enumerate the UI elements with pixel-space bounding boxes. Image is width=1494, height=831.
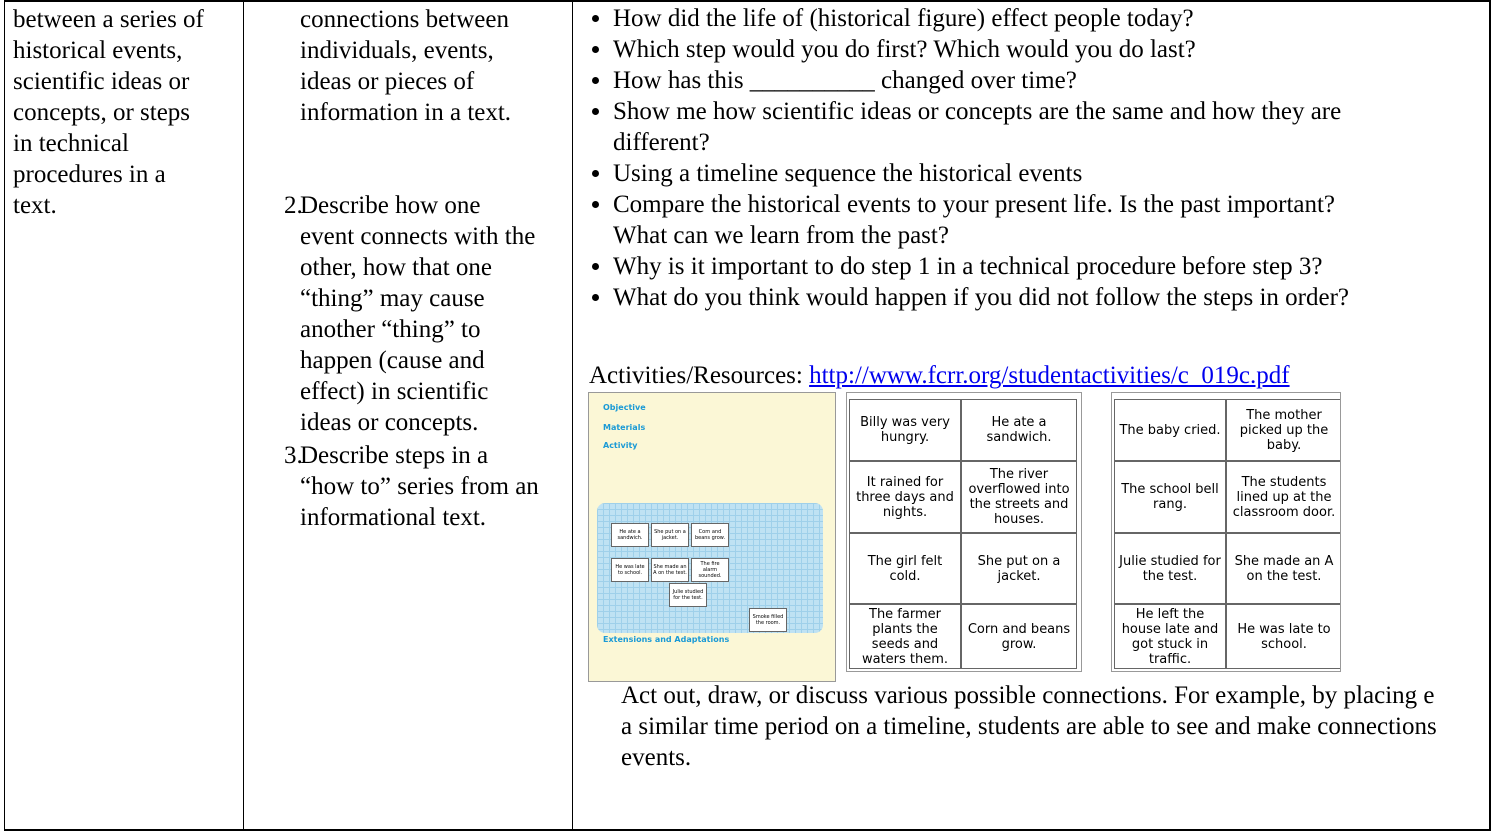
activity-card: Billy was very hungry. <box>849 399 961 461</box>
worksheet-heading: Objective <box>603 403 646 412</box>
resource-link[interactable]: http://www.fcrr.org/studentactivities/c_… <box>809 362 1290 389</box>
worksheet-thumbnail: The baby cried. The mother picked up the … <box>1111 392 1341 672</box>
text-line: Compare the historical events to your pr… <box>613 191 1336 218</box>
mini-card: The fire alarm sounded. <box>691 558 729 582</box>
text-line: “how to” series from an <box>300 473 539 500</box>
text-line: events. <box>621 744 692 771</box>
text-line: ideas or pieces of <box>300 68 475 95</box>
table-cell: connections between individuals, events, i… <box>243 0 572 831</box>
mini-card: Julie studied for the test. <box>669 583 707 607</box>
text-line: connections between <box>300 6 509 33</box>
activity-card: The school bell rang. <box>1114 461 1226 533</box>
table-cell: How did the life of (historical figure) … <box>572 0 1489 831</box>
bullet-item: How did the life of (historical figure) … <box>613 3 1349 34</box>
text-line: information in a text. <box>300 99 512 126</box>
text-line: individuals, events, <box>300 37 494 64</box>
mini-card: He ate a sandwich. <box>611 523 649 547</box>
bullet-item: Using a timeline sequence the historical… <box>613 158 1349 189</box>
worksheet-heading: Materials <box>603 423 646 432</box>
list-number: 3. <box>284 442 303 469</box>
text-line: scientific ideas or <box>13 68 190 95</box>
bullet-item: Show me how scientific ideas or concepts… <box>613 96 1349 158</box>
activity-card: The mother picked up the baby. <box>1226 399 1340 461</box>
bullet-item: Which step would you do first? Which wou… <box>613 34 1349 65</box>
text-line: concepts, or steps <box>13 99 191 126</box>
activity-card: He left the house late and got stuck in … <box>1114 604 1226 669</box>
text-line: a similar time period on a timeline, stu… <box>621 713 1437 740</box>
cell-text: between a series of historical events, sci… <box>13 4 204 221</box>
resources-label: Activities/Resources: <box>589 362 803 389</box>
text-line: in technical <box>13 130 129 157</box>
cell-text: connections between individuals, events, i… <box>300 4 511 128</box>
text-line: Which step would you do first? Which wou… <box>613 36 1196 63</box>
text-line: text. <box>13 192 57 219</box>
table-top-border <box>4 0 1490 2</box>
text-line: “thing” may cause <box>300 285 485 312</box>
text-line: historical events, <box>13 37 183 64</box>
text-line: How did the life of (historical figure) … <box>613 5 1194 32</box>
mini-card: Corn and beans grow. <box>691 523 729 547</box>
bullet-item: Compare the historical events to your pr… <box>613 189 1349 251</box>
bullet-item: How has this __________ changed over tim… <box>613 65 1349 96</box>
text-line: other, how that one <box>300 254 493 281</box>
worksheet-heading: Extensions and Adaptations <box>603 635 730 644</box>
mini-card: He was late to school. <box>611 558 649 582</box>
text-line: Describe how one <box>300 192 481 219</box>
resources-line: Activities/Resources: http://www.fcrr.or… <box>589 360 1290 391</box>
text-line: Act out, draw, or discuss various possib… <box>621 682 1435 709</box>
activity-card: He was late to school. <box>1226 604 1340 669</box>
activity-card: The farmer plants the seeds and waters t… <box>849 604 961 669</box>
text-line: effect) in scientific <box>300 378 489 405</box>
bullet-item: Why is it important to do step 1 in a te… <box>613 251 1349 282</box>
activity-card: He ate a sandwich. <box>961 399 1077 461</box>
text-line: How has this __________ changed over tim… <box>613 67 1077 94</box>
activity-card: The river overflowed into the streets an… <box>961 461 1077 533</box>
text-line: informational text. <box>300 504 487 531</box>
activity-card: She made an A on the test. <box>1226 533 1340 604</box>
activity-card: The students lined up at the classroom d… <box>1226 461 1340 533</box>
text-line: ideas or concepts. <box>300 409 479 436</box>
table-cell: between a series of historical events, sci… <box>4 0 243 831</box>
text-line: different? <box>613 129 710 156</box>
bullet-item: What do you think would happen if you di… <box>613 282 1349 313</box>
text-line: Describe steps in a <box>300 442 489 469</box>
text-line: What can we learn from the past? <box>613 222 949 249</box>
list-number: 2. <box>284 192 303 219</box>
activity-card: Julie studied for the test. <box>1114 533 1226 604</box>
mini-card: She put on a jacket. <box>651 523 689 547</box>
activity-card: She put on a jacket. <box>961 533 1077 604</box>
mini-card: Smoke filled the room. <box>749 608 787 632</box>
activity-card: The girl felt cold. <box>849 533 961 604</box>
table-right-border <box>1489 0 1491 831</box>
table-bottom-border <box>4 829 1490 831</box>
text-line: another “thing” to <box>300 316 481 343</box>
mini-card: She made an A on the test. <box>651 558 689 582</box>
paragraph: Act out, draw, or discuss various possib… <box>621 680 1437 773</box>
list-item-text: Describe how one event connects with the o… <box>300 190 535 438</box>
text-line: happen (cause and <box>300 347 485 374</box>
activity-card: Corn and beans grow. <box>961 604 1077 669</box>
text-line: Show me how scientific ideas or concepts… <box>613 98 1342 125</box>
worksheet-thumbnail: Objective Materials Activity Extensions and… <box>588 392 836 682</box>
worksheet-thumbnail: Billy was very hungry. He ate a sandwich.… <box>846 392 1082 672</box>
text-line: What do you think would happen if you di… <box>613 284 1349 311</box>
text-line: procedures in a <box>13 161 166 188</box>
bullet-list: How did the life of (historical figure) … <box>573 3 1349 313</box>
text-line: event connects with the <box>300 223 536 250</box>
activity-card: It rained for three days and nights. <box>849 461 961 533</box>
text-line: between a series of <box>13 6 204 33</box>
text-line: Using a timeline sequence the historical… <box>613 160 1083 187</box>
text-line: Why is it important to do step 1 in a te… <box>613 253 1323 280</box>
list-item-text: Describe steps in a “how to” series from … <box>300 440 539 533</box>
activity-card: The baby cried. <box>1114 399 1226 461</box>
worksheet-heading: Activity <box>603 441 638 450</box>
